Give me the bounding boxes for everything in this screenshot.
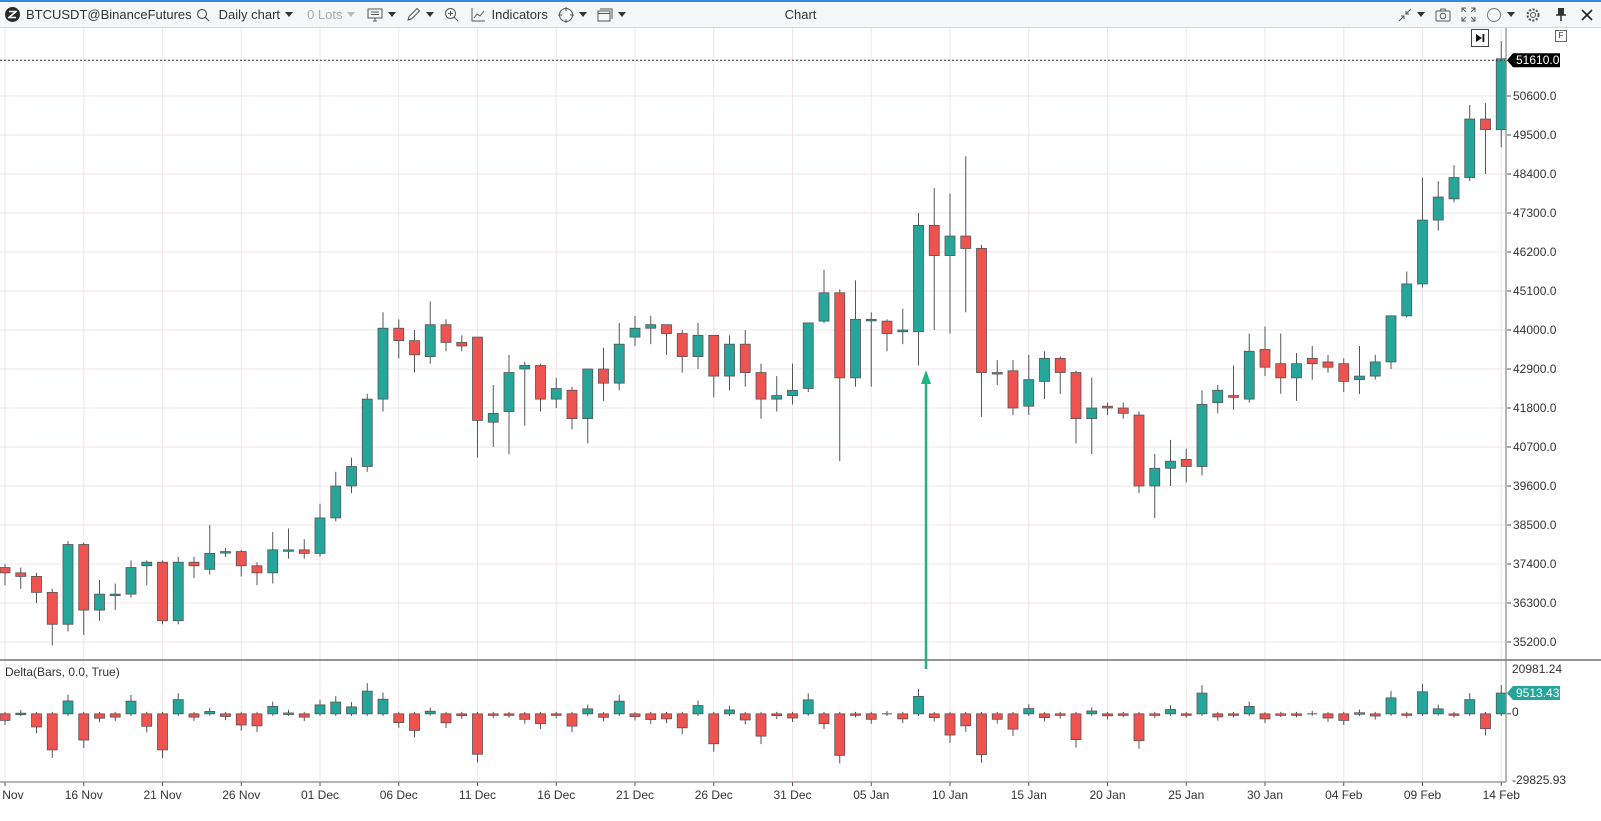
price-tick-label: 47300.0: [1513, 206, 1557, 220]
chevron-down-icon: [578, 12, 587, 17]
template-icon: [367, 8, 383, 22]
chart-canvas[interactable]: 50600.0 49500.0 48400.0 47300.0 46200.0 45100…: [0, 28, 1601, 821]
time-tick-label: 06 Dec: [380, 788, 418, 802]
search-icon[interactable]: [196, 8, 210, 22]
zoom-in-icon: [444, 7, 459, 22]
zoom-in-button[interactable]: [444, 7, 459, 22]
delta-tick-label: 0: [1512, 705, 1519, 719]
template-button[interactable]: [367, 8, 397, 22]
time-tick-label: 09 Feb: [1404, 788, 1442, 802]
drawing-tools-button[interactable]: [406, 7, 435, 22]
axes: 50600.0 49500.0 48400.0 47300.0 46200.0 45100…: [0, 28, 1601, 802]
compress-icon: [1398, 8, 1412, 22]
window-layout-button[interactable]: [597, 8, 626, 22]
close-button[interactable]: [1581, 8, 1593, 21]
time-tick-label: 11 Dec: [459, 788, 496, 802]
skip-end-icon: [1476, 34, 1485, 42]
f-button[interactable]: F: [1555, 30, 1567, 42]
time-tick-label: 16 Dec: [537, 788, 575, 802]
time-tick-label: 25 Jan: [1168, 788, 1204, 802]
chevron-down-icon: [617, 12, 626, 17]
time-tick-label: 26 Dec: [695, 788, 733, 802]
chevron-down-icon: [1507, 12, 1515, 17]
time-tick-label: 21 Nov: [143, 788, 181, 802]
annotation-arrow: [921, 370, 931, 669]
chevron-down-icon: [388, 12, 397, 17]
time-tick-label: 11 Nov: [0, 788, 24, 802]
pin-button[interactable]: [1555, 7, 1567, 22]
window-controls: [1390, 2, 1601, 27]
symbol-selector[interactable]: BTCUSDT@BinanceFutures: [26, 7, 210, 22]
price-tick-label: 48400.0: [1513, 167, 1557, 181]
compress-button[interactable]: [1398, 8, 1425, 22]
price-tick-label: 44000.0: [1513, 323, 1557, 337]
time-tick-label: 15 Jan: [1011, 788, 1047, 802]
screenshot-button[interactable]: [1435, 8, 1451, 22]
pencil-icon: [406, 7, 421, 22]
time-tick-label: 31 Dec: [773, 788, 811, 802]
window-icon: [597, 8, 613, 22]
price-tick-label: 37400.0: [1513, 557, 1557, 571]
price-tick-label: 35200.0: [1513, 635, 1557, 649]
chevron-down-icon: [1417, 12, 1425, 17]
price-tick-label: 46200.0: [1513, 245, 1557, 259]
close-icon: [1581, 8, 1593, 21]
current-price-tag: 51610.0: [1516, 53, 1560, 67]
circle-icon: [1486, 7, 1502, 23]
time-tick-label: 26 Nov: [222, 788, 260, 802]
price-tick-label: 41800.0: [1513, 401, 1557, 415]
indicators-button[interactable]: Indicators: [471, 7, 548, 22]
lots-label: 0 Lots: [307, 7, 343, 22]
indicators-icon: [471, 7, 486, 22]
time-tick-label: 20 Jan: [1089, 788, 1125, 802]
timeframe-label: Daily chart: [218, 7, 281, 22]
camera-icon: [1435, 8, 1451, 22]
time-tick-label: 30 Jan: [1247, 788, 1283, 802]
fullscreen-button[interactable]: [1461, 7, 1476, 22]
price-tick-label: 49500.0: [1513, 128, 1557, 142]
price-tick-label: 42900.0: [1513, 362, 1557, 376]
time-tick-label: 21 Dec: [616, 788, 654, 802]
chevron-down-icon: [285, 12, 294, 17]
chevron-down-icon: [426, 12, 435, 17]
fullscreen-icon: [1461, 7, 1476, 22]
gear-icon: [1525, 7, 1541, 23]
time-tick-label: 10 Jan: [932, 788, 968, 802]
time-tick-label: 14 Feb: [1483, 788, 1521, 802]
time-tick-label: 16 Nov: [65, 788, 103, 802]
price-tick-label: 39600.0: [1513, 479, 1557, 493]
price-tick-label: 40700.0: [1513, 440, 1557, 454]
indicators-label: Indicators: [491, 7, 548, 22]
chart-toolbar: BTCUSDT@BinanceFutures Daily chart 0 Lot…: [0, 2, 1601, 28]
time-tick-label: 05 Jan: [853, 788, 889, 802]
indicator-legend[interactable]: Delta(Bars, 0.0, True): [5, 665, 120, 679]
lots-dropdown[interactable]: 0 Lots: [307, 7, 356, 22]
chevron-down-icon: [347, 12, 356, 17]
time-tick-label: 01 Dec: [301, 788, 339, 802]
price-tick-label: 36300.0: [1513, 596, 1557, 610]
timeframe-dropdown[interactable]: Daily chart: [218, 7, 294, 22]
link-color-button[interactable]: [1486, 7, 1515, 23]
price-candles: [0, 41, 1507, 646]
grid-lines: [0, 28, 1505, 782]
delta-current-tag: 9513.43: [1516, 686, 1560, 700]
price-tick-label: 38500.0: [1513, 518, 1557, 532]
window-accent-line: [0, 0, 1601, 2]
price-tick-label: 50600.0: [1513, 89, 1557, 103]
delta-bars: [0, 683, 1507, 764]
logo-icon: [5, 7, 20, 22]
settings-button[interactable]: [1525, 7, 1541, 23]
crosshair-button[interactable]: [557, 6, 587, 23]
scroll-to-end-button[interactable]: [1471, 29, 1489, 47]
symbol-label: BTCUSDT@BinanceFutures: [26, 7, 192, 22]
delta-tick-label: 20981.24: [1512, 662, 1562, 676]
delta-tick-label: -29825.93: [1512, 773, 1566, 787]
price-tick-label: 45100.0: [1513, 284, 1557, 298]
crosshair-icon: [557, 6, 574, 23]
time-tick-label: 04 Feb: [1325, 788, 1363, 802]
pin-icon: [1555, 7, 1567, 22]
